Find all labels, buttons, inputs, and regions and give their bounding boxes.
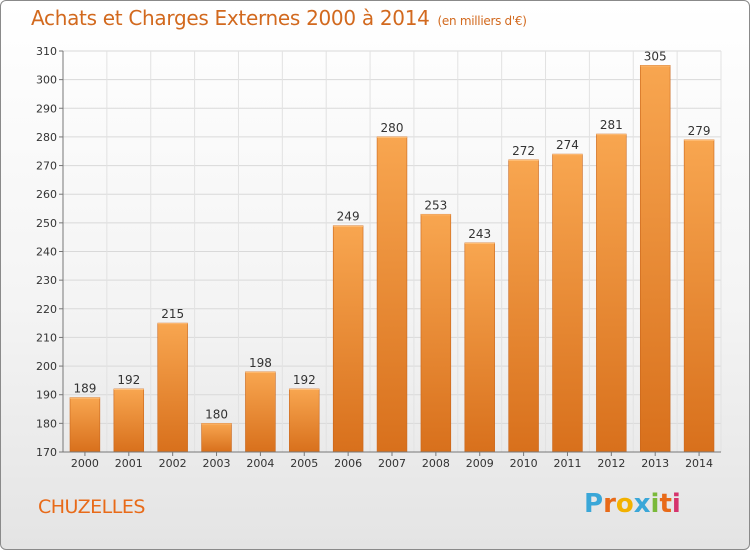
x-tick-label: 2004 bbox=[246, 457, 274, 470]
x-tick-label: 2013 bbox=[641, 457, 669, 470]
data-label: 243 bbox=[468, 227, 491, 241]
y-tick-label: 180 bbox=[36, 417, 57, 430]
x-tick-label: 2003 bbox=[203, 457, 231, 470]
y-tick-label: 290 bbox=[36, 102, 57, 115]
y-tick-label: 240 bbox=[36, 246, 57, 259]
bars: 189 192 215 180 198 192 249 280 253 243 272 274 281 3… bbox=[69, 49, 715, 453]
bar bbox=[552, 153, 583, 453]
data-label: 274 bbox=[556, 138, 579, 152]
data-label: 180 bbox=[205, 407, 228, 421]
data-label: 305 bbox=[644, 49, 667, 63]
data-label: 192 bbox=[117, 373, 140, 387]
data-label: 253 bbox=[424, 198, 447, 212]
data-label: 189 bbox=[73, 382, 96, 396]
bar bbox=[639, 65, 671, 453]
x-tick-label: 2006 bbox=[334, 457, 362, 470]
logo-letter: i bbox=[671, 489, 681, 519]
data-label: 279 bbox=[688, 124, 711, 138]
logo-letter: P bbox=[584, 489, 604, 519]
x-tick-label: 2001 bbox=[115, 457, 143, 470]
bar bbox=[464, 242, 495, 453]
logo-letter: i bbox=[650, 489, 660, 519]
data-label: 281 bbox=[600, 118, 623, 132]
y-tick-label: 310 bbox=[36, 45, 57, 58]
x-tick-label: 2000 bbox=[71, 457, 99, 470]
bar bbox=[245, 371, 276, 453]
bar bbox=[508, 159, 539, 453]
x-tick-label: 2014 bbox=[685, 457, 713, 470]
x-tick-label: 2007 bbox=[378, 457, 406, 470]
x-tick-label: 2010 bbox=[510, 457, 538, 470]
logo-letter: o bbox=[615, 489, 634, 519]
y-tick-label: 250 bbox=[36, 217, 57, 230]
data-label: 198 bbox=[249, 356, 272, 370]
bar bbox=[376, 136, 408, 453]
y-tick-label: 260 bbox=[36, 188, 57, 201]
y-tick-label: 210 bbox=[36, 331, 57, 344]
data-label: 280 bbox=[381, 121, 404, 135]
x-tick-label: 2009 bbox=[466, 457, 494, 470]
y-tick-label: 230 bbox=[36, 274, 57, 287]
city-name: CHUZELLES bbox=[38, 496, 145, 518]
y-tick-label: 200 bbox=[36, 360, 57, 373]
logo-letter: t bbox=[659, 489, 672, 519]
x-tick-label: 2008 bbox=[422, 457, 450, 470]
data-label: 249 bbox=[337, 210, 360, 224]
y-tick-label: 300 bbox=[36, 74, 57, 87]
y-tick-label: 190 bbox=[36, 389, 57, 402]
bar bbox=[289, 388, 320, 453]
y-tick-label: 280 bbox=[36, 131, 57, 144]
x-tick-label: 2005 bbox=[290, 457, 318, 470]
bar bbox=[201, 423, 232, 453]
bar bbox=[69, 397, 101, 453]
y-tick-label: 170 bbox=[36, 446, 57, 459]
data-label: 215 bbox=[161, 307, 184, 321]
logo-letter: r bbox=[603, 489, 616, 519]
bar bbox=[420, 213, 452, 453]
chart-title: Achats et Charges Externes 2000 à 2014 (e… bbox=[31, 6, 527, 30]
x-tick-label: 2011 bbox=[553, 457, 581, 470]
proxiti-logo: Proxiti bbox=[584, 489, 681, 519]
bar bbox=[113, 388, 145, 453]
x-tick-label: 2002 bbox=[159, 457, 187, 470]
x-tick-label: 2012 bbox=[597, 457, 625, 470]
chart-title-unit: (en milliers d'€) bbox=[437, 14, 527, 28]
axes: 170 180 190 200 210 220 230 240 250 260 270 280 290 3… bbox=[36, 45, 721, 470]
data-label: 192 bbox=[293, 373, 316, 387]
bar bbox=[596, 133, 627, 453]
logo-letter: x bbox=[633, 489, 651, 519]
chart-title-text: Achats et Charges Externes 2000 à 2014 bbox=[31, 6, 430, 30]
bar bbox=[683, 139, 715, 453]
y-tick-label: 220 bbox=[36, 303, 57, 316]
bar bbox=[157, 322, 188, 453]
data-label: 272 bbox=[512, 144, 535, 158]
bar bbox=[332, 225, 364, 453]
y-tick-label: 270 bbox=[36, 160, 57, 173]
